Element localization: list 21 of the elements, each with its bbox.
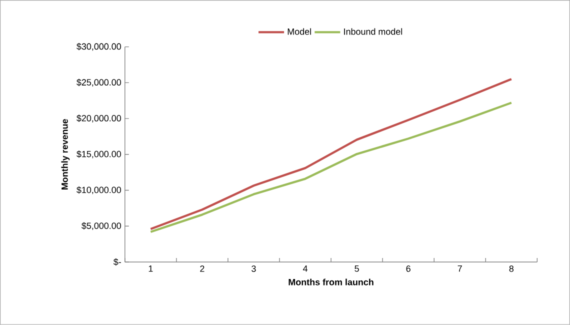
y-tick-label: $30,000.00: [76, 43, 122, 51]
legend-label: Model: [288, 28, 311, 35]
line-series: [150, 78, 513, 230]
y-tick-label: $25,000.00: [76, 78, 122, 87]
y-tick-label: $5,000.00: [82, 222, 122, 230]
x-tick-label: 8: [509, 266, 514, 272]
y-tick-label: $10,000.00: [76, 186, 122, 194]
x-tick-label: 2: [200, 266, 204, 272]
line-series: [150, 102, 513, 234]
x-tick-label: 5: [354, 266, 359, 272]
y-tick-label: $20,000.00: [76, 114, 122, 123]
x-axis-title: Months from launch: [288, 278, 374, 286]
x-tick-label: 3: [252, 266, 256, 272]
legend-label: Inbound model: [344, 28, 402, 35]
x-tick-label: 6: [406, 266, 410, 272]
x-tick-label: 7: [458, 266, 462, 272]
y-tick-label: $-: [113, 258, 121, 266]
y-axis-title: Monthly revenue: [61, 119, 70, 190]
y-tick-label: $15,000.00: [76, 150, 122, 158]
x-tick-label: 1: [148, 266, 153, 272]
x-tick-label: 4: [302, 266, 308, 272]
